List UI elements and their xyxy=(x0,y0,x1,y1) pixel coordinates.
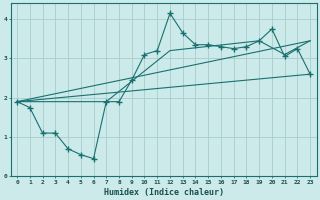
X-axis label: Humidex (Indice chaleur): Humidex (Indice chaleur) xyxy=(104,188,224,197)
